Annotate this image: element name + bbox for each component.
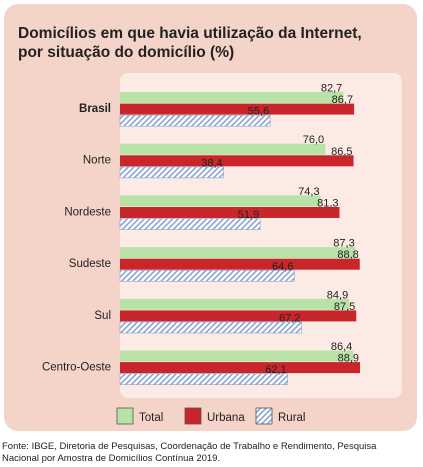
legend-swatch-total (116, 407, 134, 425)
chart-title-line-2: por situação do domicílio (%) (18, 44, 235, 61)
bar-rural-sul (119, 321, 302, 334)
data-label-total-brasil: 82,7 (321, 83, 342, 95)
data-label-urbana-centro-oeste: 88,9 (338, 353, 359, 365)
category-label-nordeste: Nordeste (64, 206, 111, 218)
category-label-sudeste: Sudeste (69, 258, 111, 270)
bar-total-sudeste (120, 247, 356, 259)
bar-rural-brasil (119, 114, 271, 127)
data-label-rural-nordeste: 51,9 (238, 209, 259, 221)
category-label-centro-oeste: Centro-Oeste (42, 362, 111, 374)
data-label-total-sudeste: 87,3 (333, 238, 354, 250)
data-label-total-sul: 84,9 (327, 289, 348, 301)
category-label-brasil: Brasil (79, 103, 111, 115)
bar-rural-norte (119, 166, 224, 179)
bar-total-brasil (120, 92, 344, 103)
bar-urbana-brasil (120, 103, 355, 115)
bar-total-centro-oeste (120, 350, 354, 362)
data-label-urbana-sudeste: 88,8 (337, 249, 358, 261)
legend-label-urbana: Urbana (207, 412, 245, 424)
bar-urbana-centro-oeste (120, 362, 361, 374)
data-label-rural-norte: 38,4 (201, 157, 222, 169)
bar-urbana-sudeste (120, 258, 360, 270)
legend-swatch-urbana (184, 407, 202, 425)
bar-total-norte (120, 143, 326, 155)
category-label-norte: Norte (83, 155, 111, 167)
bar-urbana-norte (120, 155, 354, 167)
data-label-urbana-nordeste: 81,3 (317, 198, 338, 210)
bar-urbana-sul (120, 310, 357, 322)
data-label-urbana-norte: 86,5 (331, 146, 352, 158)
chart-title: Domicílios em que havia utilização da In… (18, 24, 408, 62)
bar-urbana-nordeste (120, 207, 340, 218)
data-label-rural-sul: 67,2 (279, 313, 300, 325)
bar-total-sul (120, 298, 350, 310)
bar-rural-nordeste (119, 218, 261, 230)
bar-rural-sudeste (119, 269, 295, 282)
legend-label-rural: Rural (278, 412, 305, 424)
chart-title-line-1: Domicílios em que havia utilização da In… (18, 25, 362, 42)
legend-swatch-rural (255, 407, 273, 425)
bar-total-nordeste (120, 195, 321, 207)
data-label-rural-centro-oeste: 62,1 (265, 364, 286, 376)
data-label-total-nordeste: 74,3 (298, 186, 319, 198)
data-label-rural-sudeste: 64,6 (272, 261, 293, 273)
data-label-total-norte: 76,0 (303, 134, 324, 146)
legend-label-total: Total (139, 412, 163, 424)
category-label-sul: Sul (94, 310, 111, 322)
data-label-urbana-sul: 87,5 (334, 301, 355, 313)
data-label-urbana-brasil: 86,7 (332, 94, 353, 106)
source-note: Fonte: IBGE, Diretoria de Pesquisas, Coo… (2, 441, 422, 465)
source-line-1: Fonte: IBGE, Diretoria de Pesquisas, Coo… (2, 441, 377, 452)
source-line-2: Nacional por Amostra de Domicílios Contí… (2, 453, 221, 464)
data-label-total-centro-oeste: 86,4 (331, 341, 352, 353)
data-label-rural-brasil: 55,6 (248, 106, 269, 118)
bar-rural-centro-oeste (119, 373, 288, 386)
